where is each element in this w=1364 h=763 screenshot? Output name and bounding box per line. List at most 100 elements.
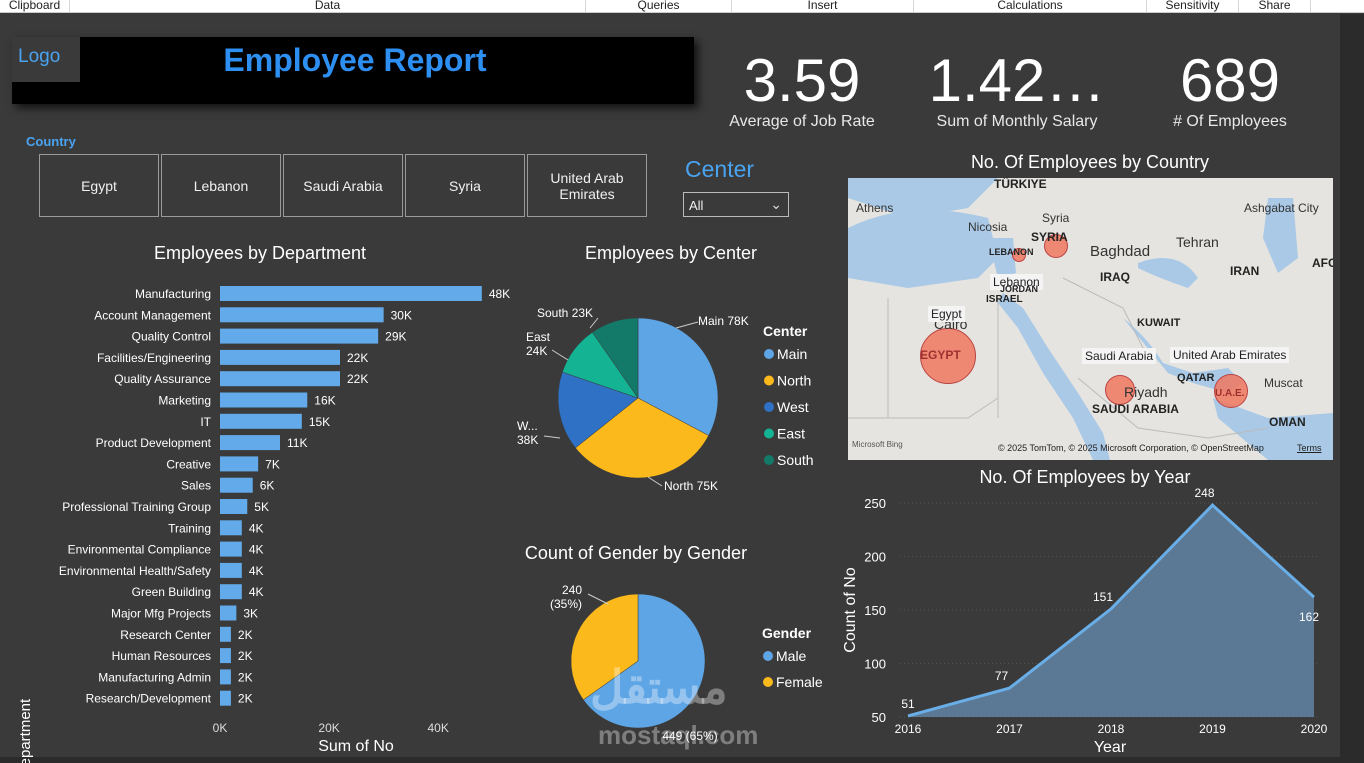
logo: Logo xyxy=(18,46,61,67)
gender-legend-item: Female xyxy=(776,674,823,690)
year-data-label: 162 xyxy=(1299,610,1319,624)
map-tag: Lebanon xyxy=(990,274,1043,290)
department-category-label: Human Resources xyxy=(112,649,211,663)
center-chart-title: Employees by Center xyxy=(584,243,758,263)
department-bar xyxy=(220,562,242,578)
map-label: SYRIA xyxy=(1031,230,1068,244)
department-category-label: Environmental Health/Safety xyxy=(59,564,211,578)
country-button-syria[interactable]: Syria xyxy=(405,154,525,217)
center-pie-leader-line xyxy=(675,321,699,329)
ribbon-queries[interactable]: Queries xyxy=(586,0,732,12)
year-y-axis-label: Count of No xyxy=(842,567,859,652)
center-pie-data-label: 38K xyxy=(517,433,538,447)
kpi-salary-value: 1.42… xyxy=(928,47,1106,114)
department-data-label: 2K xyxy=(238,692,253,706)
gender-legend-marker xyxy=(763,651,773,661)
map-label: QATAR xyxy=(1177,372,1215,384)
year-area-chart: Count of No Year 50 100 150 200 250 51 77 151 24… xyxy=(842,486,1328,756)
department-bar xyxy=(220,413,302,429)
department-data-label: 48K xyxy=(489,287,510,301)
center-pie-data-label: W... xyxy=(517,419,538,433)
department-bar xyxy=(220,499,248,514)
department-category-label: Manufacturing Admin xyxy=(98,670,211,684)
department-bar xyxy=(220,541,242,557)
center-legend-item: West xyxy=(777,399,809,415)
department-data-label: 30K xyxy=(391,308,412,322)
map-label: LEBANON xyxy=(989,247,1034,257)
map-title: No. Of Employees by Country xyxy=(970,152,1210,172)
department-category-label: Professional Training Group xyxy=(62,500,211,514)
department-chart-title: Employees by Department xyxy=(153,243,367,263)
center-legend-marker xyxy=(764,375,774,386)
year-x-tick: 2020 xyxy=(1301,722,1328,736)
ribbon-clipboard[interactable]: Clipboard xyxy=(0,0,70,12)
map-label: EGYPT xyxy=(920,348,961,362)
center-pie-slice xyxy=(557,371,639,449)
department-bar-chart: Department Sum of No Manufacturing 48K Acc… xyxy=(17,286,510,763)
country-button-uae[interactable]: United Arab Emirates xyxy=(527,154,647,217)
map-label: OMAN xyxy=(1269,415,1306,429)
department-x-tick: 40K xyxy=(428,721,449,735)
country-button-lebanon[interactable]: Lebanon xyxy=(161,154,281,217)
center-legend-marker xyxy=(764,402,774,412)
right-scrollbar[interactable] xyxy=(1340,14,1364,763)
department-category-label: Environmental Compliance xyxy=(68,543,212,557)
ribbon-insert[interactable]: Insert xyxy=(732,0,914,12)
map-bubble-syria[interactable] xyxy=(1044,234,1068,258)
map-label: Athens xyxy=(856,201,894,215)
center-legend-marker xyxy=(764,455,774,465)
ribbon-sensitivity[interactable]: Sensitivity xyxy=(1147,0,1239,12)
map-label: Nicosia xyxy=(968,220,1008,234)
center-dropdown-value: All xyxy=(689,198,704,213)
center-pie-leader-line xyxy=(647,476,663,487)
map-terrain xyxy=(848,178,1333,460)
department-bar xyxy=(220,584,242,600)
department-bar xyxy=(220,669,231,685)
map-label: Tehran xyxy=(1176,234,1219,250)
map-bubble-uae[interactable] xyxy=(1214,374,1248,408)
year-y-tick: 100 xyxy=(864,657,886,672)
year-data-label: 51 xyxy=(901,697,915,711)
chevron-down-icon: ⌄ xyxy=(770,196,782,212)
department-category-label: Research/Development xyxy=(86,692,212,706)
department-data-label: 6K xyxy=(260,479,275,493)
map-tag: Saudi Arabia xyxy=(1082,348,1157,364)
department-bar xyxy=(220,477,253,493)
map-label: IRAQ xyxy=(1100,270,1130,284)
department-data-label: 11K xyxy=(287,436,307,450)
center-pie-data-label: South 23K xyxy=(537,306,593,320)
map-terms-link[interactable]: Terms xyxy=(1297,443,1322,453)
gender-pie-slice xyxy=(583,593,706,729)
department-x-tick: 0K xyxy=(213,721,228,735)
department-category-label: Quality Assurance xyxy=(114,372,211,386)
center-pie-data-label: North 75K xyxy=(664,479,718,493)
country-button-egypt[interactable]: Egypt xyxy=(39,154,159,217)
ribbon-share[interactable]: Share xyxy=(1239,0,1311,12)
department-data-label: 22K xyxy=(347,351,368,365)
ribbon-data[interactable]: Data xyxy=(70,0,586,12)
department-bar xyxy=(220,371,340,387)
department-bar xyxy=(220,690,231,706)
kpi-job-rate-label: Average of Job Rate xyxy=(729,113,875,130)
center-pie-data-label: Main 78K xyxy=(698,314,749,328)
department-bar xyxy=(220,520,242,536)
map-attribution[interactable]: © 2025 TomTom, © 2025 Microsoft Corporat… xyxy=(998,443,1264,453)
ribbon-calculations[interactable]: Calculations xyxy=(914,0,1147,12)
department-category-label: Manufacturing xyxy=(135,287,211,301)
country-button-saudi-arabia[interactable]: Saudi Arabia xyxy=(283,154,403,217)
employees-map[interactable]: TÜRKIYE Athens Nicosia Syria SYRIA LEBAN… xyxy=(848,178,1333,460)
gender-legend-marker xyxy=(763,677,773,687)
map-bubble-lebanon[interactable] xyxy=(1012,248,1026,262)
map-label: ISRAEL xyxy=(986,294,1023,305)
gender-legend-title: Gender xyxy=(762,625,812,641)
department-bar xyxy=(220,307,384,323)
department-bar xyxy=(220,286,482,301)
center-dropdown[interactable]: All ⌄ xyxy=(683,192,789,217)
department-data-label: 15K xyxy=(309,415,330,429)
center-pie-slice xyxy=(637,317,719,436)
year-data-label: 151 xyxy=(1093,590,1113,604)
department-bar xyxy=(220,605,237,621)
department-bar xyxy=(220,435,280,451)
map-bubble-egypt[interactable] xyxy=(920,328,976,384)
map-bubble-saudi-arabia[interactable] xyxy=(1105,375,1135,405)
